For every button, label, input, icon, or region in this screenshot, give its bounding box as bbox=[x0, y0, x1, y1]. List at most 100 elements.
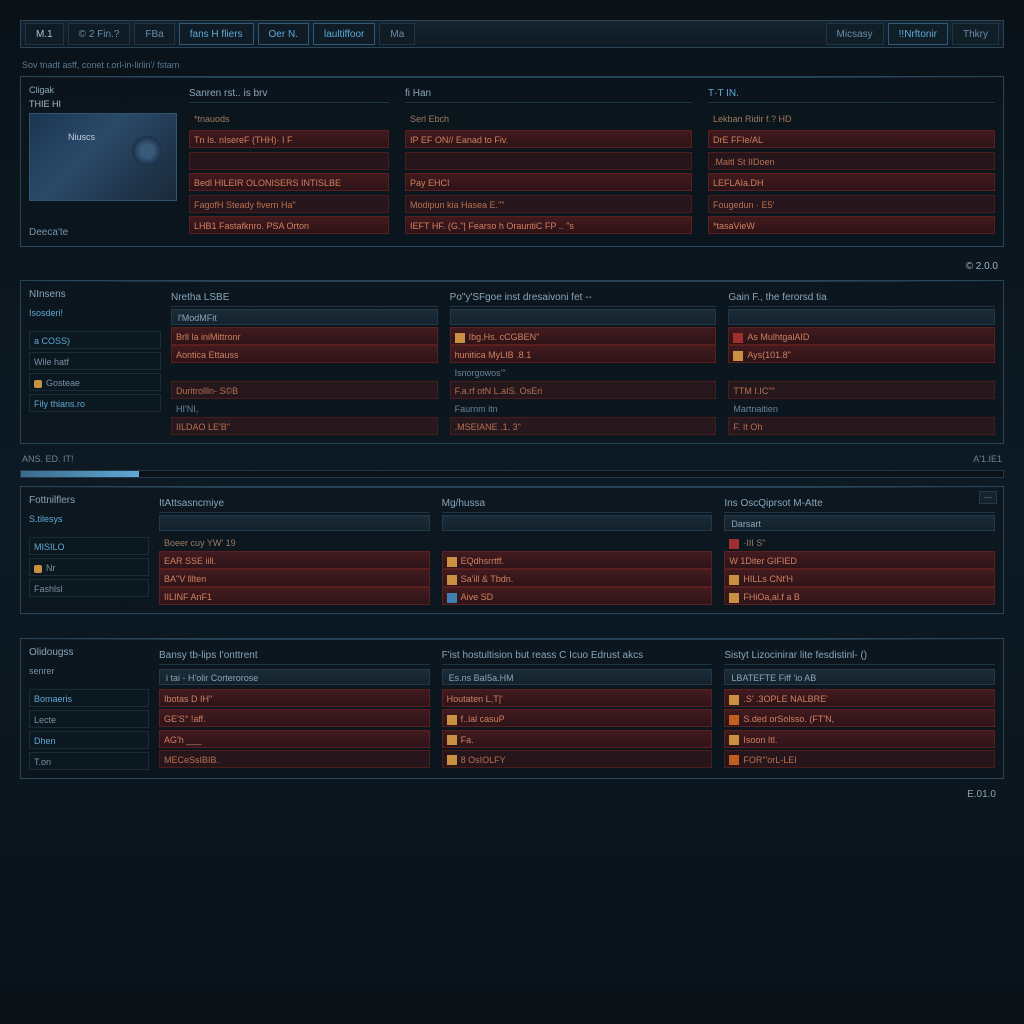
p3-row-2-c3-text: HILLs CNt'H bbox=[743, 574, 793, 584]
p4-bar-1: Es.ns BaI5a.HM bbox=[442, 669, 713, 685]
page-version-label: E.01.0 bbox=[20, 789, 1004, 800]
p2-row-2-c3[interactable] bbox=[728, 363, 995, 381]
p3-row-2-c2-text: Sa'ill & Tbdn. bbox=[461, 574, 514, 584]
nav-item-5[interactable]: laultiffoor bbox=[313, 23, 375, 45]
nav-right-2[interactable]: Thkry bbox=[952, 23, 999, 45]
p2-row-0-c3-text: As MulhtgalAID bbox=[747, 332, 809, 342]
p3-row-3-c2[interactable]: Aive SD bbox=[442, 587, 713, 605]
p4-side-item-0[interactable]: Bomaeris bbox=[29, 689, 149, 707]
p2-row-0-c2[interactable]: Ibg.Hs. cCGBEN" bbox=[450, 327, 717, 345]
p4-row-0-c1[interactable]: Ibotas D IH" bbox=[159, 689, 430, 707]
p1-row-0-c1[interactable]: *tnauods bbox=[189, 109, 389, 127]
p3-side-item-1[interactable]: Nr bbox=[29, 558, 149, 576]
p4-row-1-c1[interactable]: GE'S° !aff. bbox=[159, 709, 430, 727]
p3-bar-2: Darsart bbox=[724, 515, 995, 531]
p4-row-3-c3[interactable]: FOR'"orL-LEI bbox=[724, 750, 995, 768]
p2-row-4-c1[interactable]: HI'NI, bbox=[171, 399, 438, 417]
p1-row-1-c1[interactable]: Tn Is. nIsereF (THH)· I F bbox=[189, 130, 389, 148]
nav-item-4[interactable]: Oer N. bbox=[258, 23, 309, 45]
p2-row-1-c1[interactable]: Aontica Ettauss bbox=[171, 345, 438, 363]
p1-row-2-c1[interactable] bbox=[189, 152, 389, 170]
panel1-footer-value: © 2.0.0 bbox=[20, 257, 1004, 272]
progress-bar[interactable] bbox=[20, 470, 1004, 478]
p2-row-3-c1[interactable]: Duritrollln- S©B bbox=[171, 381, 438, 399]
p2-row-3-c3[interactable]: TTM I.IC"" bbox=[728, 381, 995, 399]
p2-row-5-c2[interactable]: .MSEIANE .1. 3" bbox=[450, 417, 717, 435]
nav-item-6[interactable]: Ma bbox=[379, 23, 415, 45]
status-dot-icon bbox=[34, 380, 42, 388]
p4-row-1-c2[interactable]: f..lal casuP bbox=[442, 709, 713, 727]
p4-row-0-c2[interactable]: Houtaten L,T|' bbox=[442, 689, 713, 707]
p3-row-1-c2[interactable]: EQdhsrrtff. bbox=[442, 551, 713, 569]
p2-row-1-c3-text: Ays(101.8" bbox=[747, 350, 791, 360]
p1-row-3-c2[interactable]: Pay EHCI bbox=[405, 173, 692, 191]
p1-row-4-c3[interactable]: Fougedun · E5' bbox=[708, 195, 995, 213]
p4-row-2-c2[interactable]: Fa. bbox=[442, 730, 713, 748]
p2-header-1: Po"y'SFgoe inst dresaivoni fet -- bbox=[450, 289, 717, 307]
nav-right-0[interactable]: Micsasy bbox=[826, 23, 884, 45]
p4-row-2-c3[interactable]: Isoon Itl. bbox=[724, 730, 995, 748]
nav-item-0[interactable]: M.1 bbox=[25, 23, 64, 45]
nav-item-2[interactable]: FBa bbox=[134, 23, 174, 45]
p2-row-0-c1[interactable]: Brll la iniMittronr bbox=[171, 327, 438, 345]
p1-row-3-c3[interactable]: LEFLAIa.DH bbox=[708, 173, 995, 191]
nav-item-3[interactable]: fans H fliers bbox=[179, 23, 254, 45]
p1-row-2-c3[interactable]: .Maitl St IIDoen bbox=[708, 152, 995, 170]
nav-right-1[interactable]: !!Nrftonir bbox=[888, 23, 948, 45]
square-icon bbox=[729, 735, 739, 745]
p4-row-3-c1[interactable]: MECeSsIBIB. bbox=[159, 750, 430, 768]
inter-right-label: A'1.IE1 bbox=[973, 454, 1002, 464]
p2-side-item-0[interactable]: a COSS) bbox=[29, 331, 161, 349]
p4-side-item-2[interactable]: Dhen bbox=[29, 731, 149, 749]
p2-row-5-c1[interactable]: IILDAO LE'B" bbox=[171, 417, 438, 435]
p3-row-0-c3[interactable]: ·III S" bbox=[724, 533, 995, 551]
p4-row-3-c2[interactable]: 8 OsIOLFY bbox=[442, 750, 713, 768]
p3-row-3-c1[interactable]: IILINF AnF1 bbox=[159, 587, 430, 605]
p1-row-3-c1[interactable]: Bedl HILEIR OLONISERS INTISLBE bbox=[189, 173, 389, 191]
p1-row-4-c2[interactable]: Modipun kia Hasea E."" bbox=[405, 195, 692, 213]
p3-row-2-c1[interactable]: BA"V lllten bbox=[159, 569, 430, 587]
p3-row-3-c3[interactable]: FHiOa,al.f a B bbox=[724, 587, 995, 605]
p2-row-2-c2[interactable]: Isnorgowos'" bbox=[450, 363, 717, 381]
p3-row-3-c2-text: Aive SD bbox=[461, 592, 494, 602]
p3-row-1-c3[interactable]: W 1Diter GIFIED bbox=[724, 551, 995, 569]
p3-row-0-c2[interactable] bbox=[442, 533, 713, 551]
p2-row-4-c3[interactable]: Martnaitien bbox=[728, 399, 995, 417]
p1-row-0-c3[interactable]: Lekban Ridir f.? HD bbox=[708, 109, 995, 127]
p2-row-2-c1[interactable] bbox=[171, 363, 438, 381]
p3-side-item-2[interactable]: Fashlsl bbox=[29, 579, 149, 597]
p2-row-3-c2[interactable]: F.a.rf otN L.aIS. OsEri bbox=[450, 381, 717, 399]
thumbnail-caption: Deeca'te bbox=[29, 227, 179, 238]
p4-row-1-c3[interactable]: S.ded orSolsso. (FT'N, bbox=[724, 709, 995, 727]
p3-row-2-c3[interactable]: HILLs CNt'H bbox=[724, 569, 995, 587]
p4-row-0-c3[interactable]: .S' .3OPLE NALBRE' bbox=[724, 689, 995, 707]
preview-thumbnail[interactable]: Niuscs bbox=[29, 113, 177, 201]
p1-row-1-c3[interactable]: DrE FFIe/AL bbox=[708, 130, 995, 148]
p1-row-5-c3[interactable]: *tasaVieW bbox=[708, 216, 995, 234]
square-icon bbox=[447, 755, 457, 765]
p2-row-5-c3[interactable]: F. It Oh bbox=[728, 417, 995, 435]
p2-row-0-c3[interactable]: As MulhtgalAID bbox=[728, 327, 995, 345]
p4-row-2-c1[interactable]: AG'h ___ bbox=[159, 730, 430, 748]
p4-side-item-1[interactable]: Lecte bbox=[29, 710, 149, 728]
p2-row-1-c3[interactable]: Ays(101.8" bbox=[728, 345, 995, 363]
nav-item-1[interactable]: © 2 Fin.? bbox=[68, 23, 131, 45]
p1-row-4-c1[interactable]: FagofH Steady fivern Ha" bbox=[189, 195, 389, 213]
p2-side-item-1[interactable]: Wile hatf bbox=[29, 352, 161, 370]
p1-row-5-c1[interactable]: LHB1 Fastafknro. PSA Orton bbox=[189, 216, 389, 234]
p1-row-0-c2[interactable]: Serl Ebch bbox=[405, 109, 692, 127]
p2-row-0-c2-text: Ibg.Hs. cCGBEN" bbox=[469, 332, 540, 342]
p3-row-2-c2[interactable]: Sa'ill & Tbdn. bbox=[442, 569, 713, 587]
p4-side-item-3[interactable]: T.on bbox=[29, 752, 149, 770]
p3-row-1-c1[interactable]: EAR SSE iill. bbox=[159, 551, 430, 569]
p4-side-sub: senrer bbox=[29, 666, 149, 680]
p2-side-item-3[interactable]: Fily thians.ro bbox=[29, 394, 161, 412]
p1-row-5-c2[interactable]: IEFT HF. (G."| Fearso h OrauntiC FP .. "… bbox=[405, 216, 692, 234]
p3-row-0-c1[interactable]: Boeer cuy YW' 19 bbox=[159, 533, 430, 551]
p2-side-item-2[interactable]: Gosteae bbox=[29, 373, 161, 391]
p1-row-2-c2[interactable] bbox=[405, 152, 692, 170]
p1-row-1-c2[interactable]: IP EF ON// Eanad to Fiv. bbox=[405, 130, 692, 148]
p3-side-item-0[interactable]: MISILO bbox=[29, 537, 149, 555]
p2-row-4-c2[interactable]: Faurnm itn bbox=[450, 399, 717, 417]
p2-row-1-c2[interactable]: hunitica MyLIB .8.1 bbox=[450, 345, 717, 363]
